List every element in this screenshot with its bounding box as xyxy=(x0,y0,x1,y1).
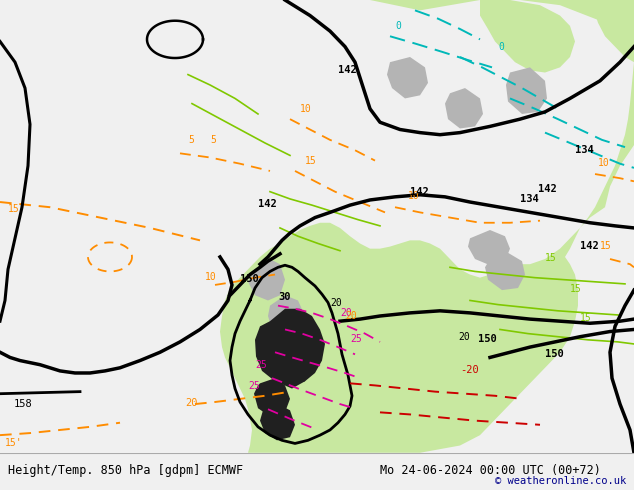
Text: 25: 25 xyxy=(350,334,362,344)
Text: 15: 15 xyxy=(305,156,317,166)
Text: 142: 142 xyxy=(338,65,357,74)
Text: 25: 25 xyxy=(255,360,267,370)
Text: 30: 30 xyxy=(278,293,290,302)
Text: 20: 20 xyxy=(185,398,198,408)
Text: 142: 142 xyxy=(410,187,429,197)
Text: 150: 150 xyxy=(545,349,564,360)
Polygon shape xyxy=(255,309,325,386)
Text: 15': 15' xyxy=(5,438,23,447)
Text: 142: 142 xyxy=(258,199,277,209)
Text: 5: 5 xyxy=(188,135,194,145)
Text: © weatheronline.co.uk: © weatheronline.co.uk xyxy=(495,476,626,486)
Text: 15: 15 xyxy=(570,284,582,294)
Polygon shape xyxy=(506,67,547,114)
Polygon shape xyxy=(485,253,525,290)
Polygon shape xyxy=(220,0,634,453)
Polygon shape xyxy=(260,404,295,441)
Text: 20: 20 xyxy=(340,308,352,318)
Text: 15: 15 xyxy=(545,253,557,263)
Text: 10: 10 xyxy=(408,191,420,201)
Text: 134: 134 xyxy=(520,194,539,204)
Text: 150: 150 xyxy=(478,334,497,344)
Text: 15: 15 xyxy=(8,204,20,215)
Polygon shape xyxy=(248,259,285,300)
Polygon shape xyxy=(254,378,290,416)
Text: 25: 25 xyxy=(248,381,260,391)
Polygon shape xyxy=(468,230,510,265)
Text: 20: 20 xyxy=(330,297,342,308)
Text: 20: 20 xyxy=(345,311,357,321)
Polygon shape xyxy=(268,295,305,337)
Text: 134: 134 xyxy=(575,146,594,155)
Polygon shape xyxy=(387,57,428,98)
Text: Mo 24-06-2024 00:00 UTC (00+72): Mo 24-06-2024 00:00 UTC (00+72) xyxy=(380,464,601,477)
Text: 158: 158 xyxy=(14,399,33,409)
Polygon shape xyxy=(590,0,634,62)
Text: 150: 150 xyxy=(240,274,259,284)
Text: 0: 0 xyxy=(395,21,401,31)
Text: 10: 10 xyxy=(598,158,610,168)
Text: 142: 142 xyxy=(538,184,557,194)
Text: -20: -20 xyxy=(460,365,479,375)
Text: Height/Temp. 850 hPa [gdpm] ECMWF: Height/Temp. 850 hPa [gdpm] ECMWF xyxy=(8,464,243,477)
Text: 5: 5 xyxy=(210,135,216,145)
Polygon shape xyxy=(445,88,483,128)
Text: 10: 10 xyxy=(205,272,217,282)
Text: 15: 15 xyxy=(580,313,592,323)
Text: 15: 15 xyxy=(600,241,612,251)
Text: 20: 20 xyxy=(458,332,470,342)
Text: 10: 10 xyxy=(300,104,312,114)
Polygon shape xyxy=(480,0,575,73)
Text: 0: 0 xyxy=(498,42,504,52)
Text: 142: 142 xyxy=(580,241,598,251)
Polygon shape xyxy=(273,350,308,389)
